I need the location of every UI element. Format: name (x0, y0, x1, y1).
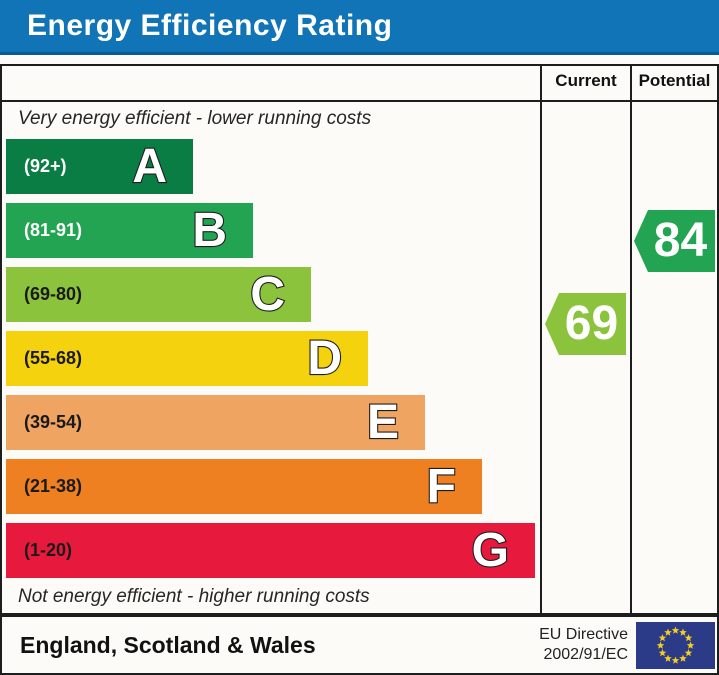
band-c: (69-80) C (6, 267, 311, 322)
band-f-letter: F (426, 459, 458, 513)
band-b-range: (81-91) (24, 220, 83, 240)
current-column-divider (540, 64, 542, 615)
potential-column-header: Potential (638, 71, 711, 90)
band-f: (21-38) F (6, 459, 482, 514)
note-not-efficient: Not energy efficient - higher running co… (18, 586, 370, 607)
band-d: (55-68) D (6, 331, 368, 386)
band-d-letter: D (306, 331, 343, 385)
footer: England, Scotland & Wales EU Directive 2… (0, 615, 719, 675)
region-label: England, Scotland & Wales (20, 631, 316, 658)
band-c-range: (69-80) (24, 284, 83, 304)
potential-rating-arrow: 84 (634, 210, 715, 272)
band-e-letter: E (366, 395, 400, 449)
band-a: (92+) A (6, 139, 193, 194)
band-d-range: (55-68) (24, 348, 83, 368)
header-divider (0, 100, 719, 102)
potential-rating-value: 84 (653, 214, 708, 267)
potential-column-divider (630, 64, 632, 615)
band-e: (39-54) E (6, 395, 425, 450)
note-very-efficient: Very energy efficient - lower running co… (18, 108, 372, 129)
rating-table-frame (0, 64, 719, 615)
band-b: (81-91) B (6, 203, 253, 258)
rating-bands: (92+) A (81-91) B (69-80) C (55-68) D (3… (6, 139, 535, 587)
eu-directive-label: EU Directive 2002/91/EC (539, 625, 636, 665)
band-g: (1-20) G (6, 523, 535, 578)
eu-directive-line2: 2002/91/EC (543, 646, 628, 663)
band-g-range: (1-20) (24, 540, 73, 560)
current-rating-arrow: 69 (545, 293, 626, 355)
eu-directive-line1: EU Directive (539, 626, 628, 643)
current-rating-value: 69 (564, 297, 619, 350)
title-bar: Energy Efficiency Rating (0, 0, 719, 55)
band-a-range: (92+) (24, 156, 67, 176)
band-c-letter: C (249, 267, 286, 321)
band-b-letter: B (191, 203, 228, 257)
band-f-range: (21-38) (24, 476, 83, 496)
current-column-header: Current (555, 71, 617, 90)
band-g-letter: G (471, 523, 511, 577)
page-title: Energy Efficiency Rating (27, 9, 393, 42)
eu-flag-icon (636, 621, 715, 669)
band-e-range: (39-54) (24, 412, 83, 432)
band-a-letter: A (131, 139, 168, 193)
